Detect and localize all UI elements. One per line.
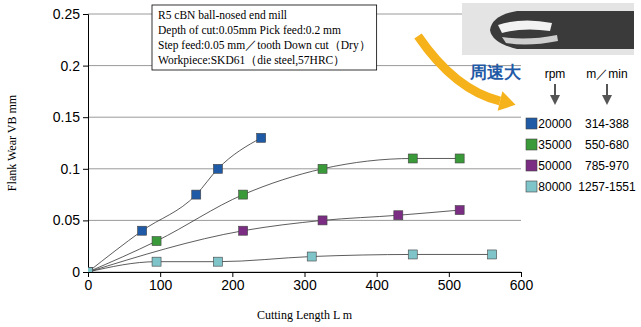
data-point	[455, 154, 464, 163]
tick: 600	[510, 272, 534, 293]
legend-arrow	[606, 84, 608, 100]
legend-label: 50000	[538, 159, 572, 173]
tick: 0.25	[53, 6, 88, 22]
data-point	[408, 154, 417, 163]
data-point	[307, 252, 316, 261]
data-point	[318, 164, 327, 173]
note-text: Step feed:0.05 mm／tooth Down cut（Dry）	[158, 39, 371, 52]
tick: 0.1	[61, 161, 88, 177]
note-frame	[152, 5, 377, 70]
data-point	[213, 257, 222, 266]
legend-swatch	[526, 118, 537, 129]
note-box: R5 cBN ball-nosed end mill Depth of cut:0…	[152, 5, 377, 70]
data-point	[88, 268, 93, 273]
trend-line	[88, 158, 460, 272]
tick-label: 0.1	[61, 161, 81, 177]
tick-label: 200	[221, 277, 245, 293]
tick: 400	[365, 272, 389, 293]
tick-label: 600	[510, 277, 534, 293]
data-point	[88, 268, 93, 273]
data-point	[152, 237, 161, 246]
note-text: Depth of cut:0.05mm Pick feed:0.2 mm	[158, 24, 341, 37]
trend-line	[88, 210, 460, 272]
data-point	[318, 216, 327, 225]
axis-line	[83, 15, 89, 273]
data-point	[239, 226, 248, 235]
data-point	[408, 250, 417, 259]
tick-label: 0	[85, 277, 93, 293]
legend-label: 35000	[538, 138, 572, 152]
data-point	[488, 250, 497, 259]
legend-swatch	[526, 139, 537, 150]
tick: 100	[149, 272, 173, 293]
tick: 0.2	[61, 58, 88, 74]
data-point	[394, 211, 403, 220]
note-text: Workpiece:SKD61（die steel,57HRC）	[158, 54, 345, 67]
note-text: R5 cBN ball-nosed end mill	[158, 9, 287, 21]
x-axis-title: Cutting Length L m	[257, 308, 353, 322]
tick-label: 400	[365, 277, 389, 293]
tick-label: 300	[293, 277, 317, 293]
tick-label: 0	[72, 264, 80, 280]
grid-line	[88, 168, 521, 169]
tick: 0.15	[53, 109, 88, 125]
annotation: 周速大	[469, 62, 522, 82]
tick: 0	[85, 272, 93, 293]
tick-label: 0.2	[61, 58, 81, 74]
data-point	[152, 257, 161, 266]
data-point	[455, 206, 464, 215]
trend-line	[88, 254, 492, 272]
tick-mark	[83, 169, 88, 170]
tick: 0.05	[53, 212, 88, 228]
legend-speed: 314-388	[585, 117, 629, 131]
tick: 200	[221, 272, 245, 293]
legend-speed: 785-970	[585, 159, 629, 173]
data-point	[257, 133, 266, 142]
tick-label: 0.15	[53, 109, 80, 125]
trend-arrow-head	[498, 91, 516, 110]
legend-swatch	[526, 181, 537, 192]
legend-speed: 550-680	[585, 138, 629, 152]
data-point	[88, 268, 93, 273]
tick-mark	[83, 220, 88, 221]
tick: 500	[438, 272, 462, 293]
tick-label: 500	[438, 277, 462, 293]
legend-label: 80000	[538, 180, 572, 194]
data-point	[192, 190, 201, 199]
x-axis: 0 100 200 300 400 500 600	[85, 272, 534, 293]
marks	[88, 133, 497, 272]
data-point	[88, 268, 93, 273]
chart: 0 0.05 0.1 0.15 0.2 0.25 0 100 200 300 400 500 600 Cu…	[0, 0, 641, 327]
legend-arrow	[554, 84, 556, 100]
grid-line	[88, 220, 521, 221]
legend-header: m／min	[586, 67, 627, 81]
legend-swatch	[526, 160, 537, 171]
legend: rpm m／min 20000 314-388 35000 550-680 50000 785…	[526, 67, 636, 194]
tick-label: 0.25	[53, 6, 80, 22]
tick-mark	[83, 66, 88, 67]
tick-mark	[83, 117, 88, 118]
tick-mark	[83, 272, 88, 273]
y-axis: 0 0.05 0.1 0.15 0.2 0.25	[53, 6, 89, 280]
tick-label: 0.05	[53, 212, 80, 228]
plot: 0 0.05 0.1 0.15 0.2 0.25 0 100 200 300 400 500 600	[53, 6, 534, 293]
data-point	[138, 226, 147, 235]
trend-line	[88, 138, 261, 272]
y-axis-title: Flank Wear VB mm	[5, 94, 19, 191]
legend-speed: 1257-1551	[578, 180, 636, 194]
data-point	[239, 190, 248, 199]
legend-label: 20000	[538, 117, 572, 131]
grid-line	[88, 117, 521, 118]
data-point	[213, 164, 222, 173]
tick: 300	[293, 272, 317, 293]
legend-header: rpm	[545, 67, 566, 81]
tick-mark	[83, 14, 88, 15]
tool-photo	[462, 3, 634, 55]
tick-label: 100	[149, 277, 173, 293]
